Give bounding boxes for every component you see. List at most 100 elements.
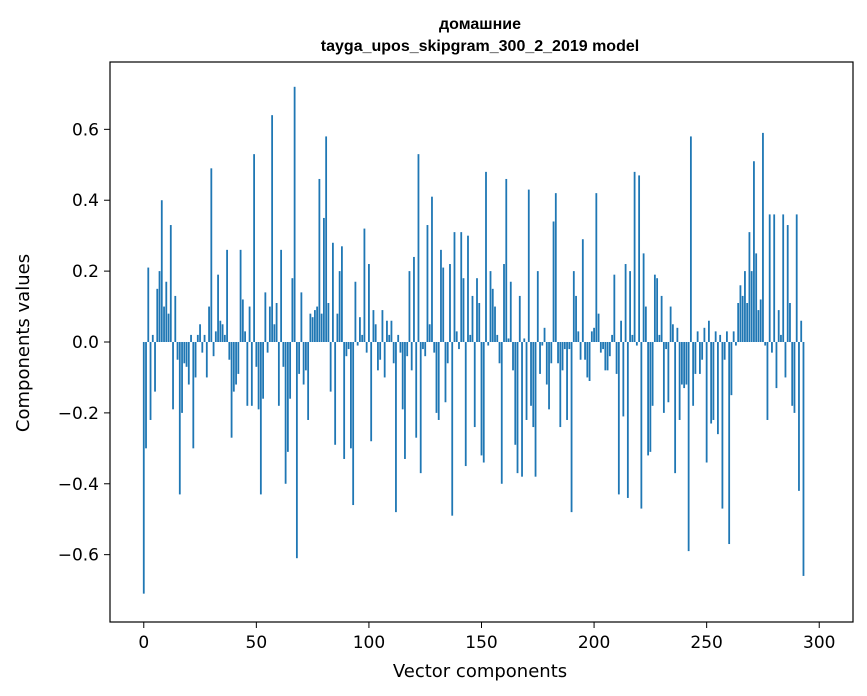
bar [489,271,492,342]
bar [581,239,584,342]
bar [719,334,722,342]
bar [460,232,463,342]
bar [676,327,679,342]
bar [325,136,328,342]
bar [440,249,442,342]
bar [185,342,188,367]
bar [341,246,343,342]
bar [795,214,798,342]
bar [154,342,156,392]
bar [527,189,530,342]
bar [696,331,699,342]
bar [381,310,384,342]
bar [732,331,735,342]
bar [284,342,287,484]
bar [424,342,427,357]
bar [577,331,580,342]
bar [620,320,622,342]
bar [786,225,789,342]
bar [406,342,409,357]
bar [241,299,244,342]
bar [253,154,255,342]
bar [534,342,537,477]
bar [606,342,609,371]
bar [622,342,625,417]
bar [343,342,346,459]
bar [426,225,429,342]
bar [246,342,249,406]
bar [503,264,505,342]
bar [604,342,607,371]
bar [174,295,177,342]
bar [264,292,267,342]
bar [566,342,568,420]
bar [494,306,496,342]
x-tick-label: 200 [578,633,610,653]
bar [746,303,749,342]
bar [361,334,364,342]
bar [151,334,154,342]
bar [237,342,240,374]
bar [248,306,251,342]
bar [753,161,755,342]
bar [262,342,264,399]
bar [557,342,559,364]
bar [221,324,224,342]
bar [552,221,555,342]
bar [293,86,296,342]
bar [644,306,647,342]
bar [313,310,316,342]
y-tick-label: 0.0 [72,333,99,353]
bar [559,342,562,428]
bar [413,256,415,342]
bar [365,342,368,353]
bar [730,342,733,396]
bar [710,342,713,424]
bar [478,303,481,342]
bar [422,342,424,350]
bar [498,342,501,364]
bar [219,320,222,342]
bar [273,324,276,342]
bar [588,342,591,381]
bar [201,342,204,353]
bar [575,295,577,342]
bar [455,331,458,342]
bar [388,334,391,342]
bar [485,171,487,342]
bar [417,154,420,342]
bar [214,331,217,342]
x-tick-label: 100 [353,633,385,653]
bar [268,306,271,342]
bar [802,342,805,576]
bar [669,306,672,342]
bar [383,342,386,378]
bar [579,342,582,360]
y-tick-label: 0.2 [72,262,99,282]
bar [347,342,350,350]
bar [635,342,638,346]
bar [496,334,499,342]
bar-series [142,86,805,594]
bar [532,342,535,428]
bar [399,342,402,353]
bar [275,303,278,342]
bar [633,171,636,342]
bar [187,342,190,385]
bar [257,342,260,410]
bar [512,342,514,371]
bar [442,267,445,342]
bar [307,342,310,420]
bar [678,342,681,420]
bar [602,342,604,350]
bar [651,342,654,406]
bar [217,274,219,342]
y-axis-label: Components values [13,254,34,432]
bar [329,342,332,392]
bar [453,232,456,342]
bar [782,214,785,342]
bar [685,342,688,385]
bar [145,342,147,449]
bar [208,306,210,342]
bar [611,334,613,342]
